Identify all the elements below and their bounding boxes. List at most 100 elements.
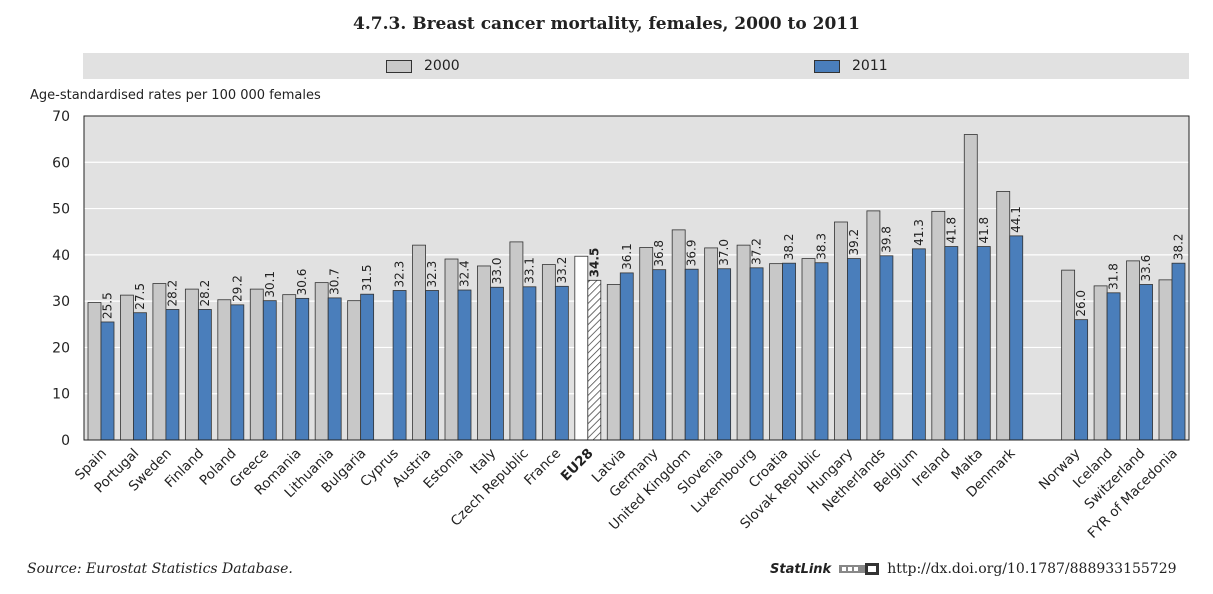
bar-2000 [217,299,232,441]
bar-2000 [736,244,751,441]
data-label-2011: 41.8 [977,217,991,244]
statlink[interactable]: StatLink http://dx.doi.org/10.1787/88893… [770,561,1177,577]
bar-2011 [457,289,472,441]
data-label-2011: 39.8 [879,226,893,253]
bar-2011 [782,262,796,441]
data-label-2011: 41.3 [912,219,926,246]
data-label-2011: 36.8 [652,240,666,267]
bar-2011 [652,269,667,441]
data-label-2011: 32.4 [458,260,472,287]
bar-2011 [165,309,180,441]
source-note: Source: Eurostat Statistics Database. [27,561,293,577]
bar-2011 [197,309,212,441]
x-tick-label: France [521,446,564,489]
data-label-2011: 36.9 [685,239,699,266]
data-label-2011: 38.2 [782,233,796,260]
bar-2011 [554,285,569,441]
data-label-2011: 32.3 [393,261,407,288]
data-label-2011: 30.6 [295,269,309,296]
data-label-2011: 41.8 [944,217,958,244]
bar-2011 [1009,235,1024,441]
data-label-2011: 28.2 [198,280,212,307]
x-tick-label: EU28 [558,446,597,485]
data-label-2011: 33.1 [522,257,536,284]
bar-2000 [1061,269,1076,441]
data-label-2011: 44.1 [1009,206,1023,233]
bar-2011 [684,268,699,441]
bar-2011 [587,279,602,441]
data-label-2011: 28.2 [165,280,179,307]
legend-label-2011: 2011 [852,58,888,74]
bar-2011 [1139,284,1153,441]
data-label-2011: 31.8 [1107,263,1121,290]
bar-2000 [931,210,946,441]
bar-2000 [444,258,459,441]
bar-2011 [230,304,245,441]
bar-2000 [963,134,978,441]
bar-2011 [717,268,732,441]
bar-2000 [834,221,848,441]
bar-2000 [606,284,621,441]
legend-label-2000: 2000 [424,58,460,74]
bar-2000 [120,294,134,441]
bar-2000 [639,247,654,441]
bar-2000 [282,294,297,441]
bar-2000 [1158,279,1173,441]
bar-2011 [944,246,959,441]
y-tick-label: 0 [61,433,70,449]
bar-2000 [769,263,783,441]
data-label-2011: 33.0 [490,258,504,285]
data-label-2011: 38.3 [815,233,829,260]
bar-2000 [574,255,589,441]
bar-2011 [1171,262,1186,441]
bar-2000 [347,300,362,441]
bar-2000 [249,288,264,441]
bar-2000 [801,258,816,441]
data-label-2011: 31.5 [360,264,374,291]
data-label-2011: 27.5 [133,283,147,310]
bar-2000 [152,283,167,441]
bar-2000 [1126,260,1140,441]
bar-2011 [360,293,375,441]
bar-2011 [749,267,764,441]
data-label-2011: 33.2 [555,257,569,284]
bar-2000 [866,210,881,441]
bar-2011 [295,297,310,441]
bar-2011 [392,290,407,441]
bar-2011 [814,262,829,441]
bar-2000 [704,247,719,441]
bar-2011 [847,258,861,441]
bar-2011 [100,321,115,441]
bar-2011 [262,300,277,441]
data-label-2011: 34.5 [587,248,601,278]
bar-2011 [976,246,991,441]
bar-2011 [522,286,537,441]
bar-2000 [509,241,524,441]
bar-2000 [314,282,329,441]
data-label-2011: 33.6 [1139,255,1153,282]
y-tick-label: 40 [52,248,70,264]
bar-2000 [671,229,686,441]
bar-2011 [619,272,634,441]
statlink-logo-icon [839,563,880,575]
plot-background [84,116,1189,440]
legend-item-2011: 2011 [814,58,888,74]
bar-2000 [477,265,491,441]
data-label-2011: 39.2 [847,229,861,256]
bar-2000 [87,302,102,441]
bar-2000 [184,288,199,441]
statlink-url[interactable]: http://dx.doi.org/10.1787/888933155729 [887,561,1177,577]
legend-swatch-2011 [814,59,840,73]
legend-swatch-2000 [386,59,412,73]
bar-2000 [412,244,426,441]
y-tick-label: 70 [52,109,70,125]
bar-2011 [1106,292,1121,441]
data-label-2011: 32.3 [425,261,439,288]
bar-2000 [996,191,1011,441]
y-tick-label: 60 [52,155,70,171]
bar-2000 [1093,285,1108,441]
bar-2000 [541,264,556,441]
statlink-label: StatLink [770,561,832,577]
bar-2011 [327,297,342,441]
